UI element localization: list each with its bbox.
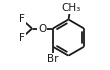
Text: O: O [38,24,47,34]
Text: F: F [19,14,25,24]
Text: Br: Br [47,54,59,64]
Text: F: F [19,33,25,43]
Text: CH₃: CH₃ [61,3,80,13]
